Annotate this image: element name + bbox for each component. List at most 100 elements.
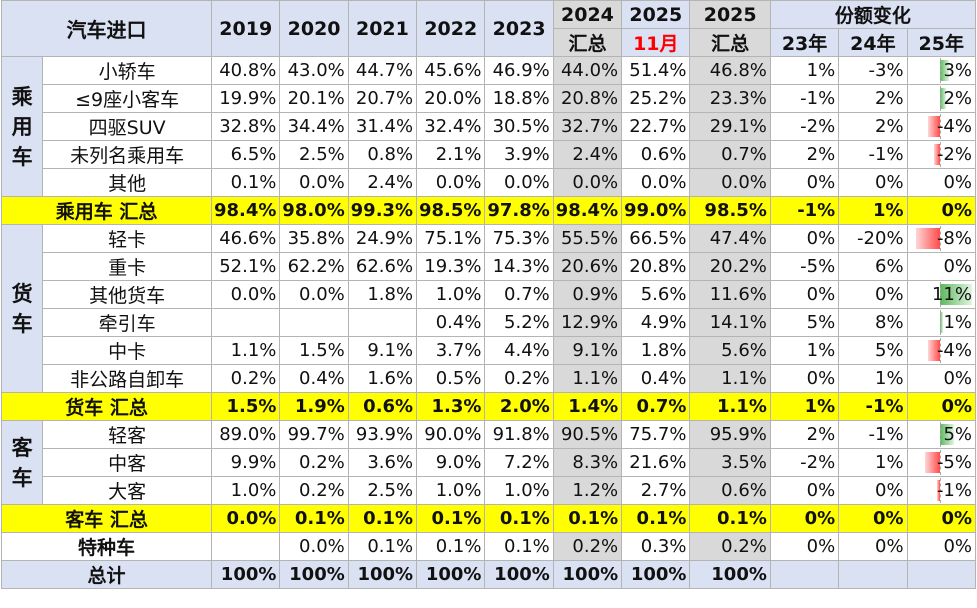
- row-label: 轻客: [42, 420, 213, 449]
- summary-1-value-3: 1.3%: [416, 392, 486, 421]
- share-change-value: 3%: [943, 60, 972, 81]
- share-bar-cell: 0%: [908, 254, 972, 279]
- summary-1-value-4: 2.0%: [484, 392, 554, 421]
- bar-axis: [939, 422, 941, 447]
- share-bar-cell: 0%: [908, 198, 972, 223]
- row-0-1-value-1: 20.1%: [279, 84, 349, 113]
- summary-2-value-7: 0.1%: [689, 504, 771, 533]
- row-1-4-change-0: 1%: [769, 336, 840, 365]
- row-1-4-value-2: 9.1%: [347, 336, 418, 365]
- row-0-3-change-0: 2%: [769, 140, 840, 169]
- row-2-1-value-7: 3.5%: [689, 448, 771, 477]
- table-row: 牵引车 0.4% 5.2% 12.9% 4.9% 14.1% 5% 8% 1%: [2, 308, 977, 337]
- share-change-value: -8%: [936, 228, 972, 249]
- row-2-2-value-1: 0.2%: [279, 476, 349, 505]
- summary-2-value-1: 0.1%: [279, 504, 349, 533]
- share-change-value: 0%: [943, 172, 972, 193]
- share-bar-cell: -1%: [908, 478, 972, 503]
- row-1-4-change-1: 5%: [838, 336, 908, 365]
- row-label: 小轿车: [42, 56, 213, 85]
- row-0-4-value-3: 0.0%: [416, 168, 486, 197]
- total-value-1: 100%: [279, 560, 349, 589]
- row-1-1-value-4: 14.3%: [484, 252, 554, 281]
- summary-1-value-7: 1.1%: [689, 392, 771, 421]
- sub-header-2025-total: 汇总: [689, 28, 771, 57]
- row-0-2-value-3: 32.4%: [416, 112, 486, 141]
- row-0-2-change-2: -4%: [906, 112, 977, 141]
- special-change-0: 0%: [769, 532, 840, 561]
- row-1-4-value-4: 4.4%: [484, 336, 554, 365]
- row-1-4-value-6: 1.8%: [621, 336, 691, 365]
- row-1-4-value-5: 9.1%: [552, 336, 623, 365]
- row-2-2-change-2: -1%: [906, 476, 977, 505]
- year-header-2020: 2020: [279, 0, 349, 57]
- share-bar-cell: -4%: [908, 114, 972, 139]
- row-1-1-value-2: 62.6%: [347, 252, 418, 281]
- share-bar-cell: -8%: [908, 226, 972, 251]
- summary-2-value-4: 0.1%: [484, 504, 554, 533]
- row-1-2-value-0: 0.0%: [211, 280, 281, 309]
- summary-0-value-4: 97.8%: [484, 196, 554, 225]
- share-change-header: 份额变化: [769, 0, 977, 29]
- year-header-2022: 2022: [416, 0, 486, 57]
- share-change-bar: [936, 480, 940, 501]
- bar-axis: [939, 478, 941, 503]
- row-1-0-change-0: 0%: [769, 224, 840, 253]
- row-1-1-value-1: 62.2%: [279, 252, 349, 281]
- share-change-bar: [933, 144, 940, 165]
- row-label: ≤9座小客车: [42, 84, 213, 113]
- row-2-2-value-5: 1.2%: [552, 476, 623, 505]
- share-change-value: 5%: [943, 424, 972, 445]
- row-2-0-change-1: -1%: [838, 420, 908, 449]
- header-row-1: 汽车进口 2019 2020 2021 2022 2023 2024 2025 …: [0, 0, 977, 57]
- row-1-3-change-1: 8%: [838, 308, 908, 337]
- row-0-1-change-2: 2%: [906, 84, 977, 113]
- summary-0-value-6: 99.0%: [621, 196, 691, 225]
- share-change-bar: [925, 452, 940, 473]
- special-value-1: 0.0%: [279, 532, 349, 561]
- row-2-2-value-2: 2.5%: [347, 476, 418, 505]
- row-1-3-value-1: [279, 308, 349, 337]
- import-share-table: 汽车进口 2019 2020 2021 2022 2023 2024 2025 …: [0, 0, 977, 589]
- row-2-0-value-3: 90.0%: [416, 420, 486, 449]
- table-row: 重卡 52.1% 62.2% 62.6% 19.3% 14.3% 20.6% 20.8% 20.…: [2, 252, 977, 281]
- row-1-2-change-1: 0%: [838, 280, 908, 309]
- row-1-0-value-3: 75.1%: [416, 224, 486, 253]
- share-bar-cell: 1%: [908, 310, 972, 335]
- row-0-0-value-6: 51.4%: [621, 56, 691, 85]
- share-bar-cell: 0%: [908, 394, 972, 419]
- summary-0-change-1: 1%: [838, 196, 908, 225]
- row-0-0-value-4: 46.9%: [484, 56, 554, 85]
- share-change-value: 0%: [943, 368, 972, 389]
- share-bar-cell: 2%: [908, 86, 972, 111]
- row-0-3-value-4: 3.9%: [484, 140, 554, 169]
- total-value-4: 100%: [484, 560, 554, 589]
- summary-row: 客车 汇总 0.0% 0.1% 0.1% 0.1% 0.1% 0.1% 0.1% 0.1% 0% 0…: [0, 504, 977, 533]
- row-2-0-value-5: 90.5%: [552, 420, 623, 449]
- bar-axis: [939, 310, 941, 335]
- table-row: 非公路自卸车 0.2% 0.4% 1.6% 0.5% 0.2% 1.1% 0.4% 1.1% 0%…: [2, 364, 977, 393]
- summary-2-change-2: 0%: [906, 504, 977, 533]
- row-1-1-value-3: 19.3%: [416, 252, 486, 281]
- row-2-1-value-4: 7.2%: [484, 448, 554, 477]
- table-row: 货车 轻卡 46.6% 35.8% 24.9% 75.1% 75.3% 55.5% 66.5% 4…: [0, 224, 977, 393]
- row-2-2-change-1: 0%: [838, 476, 908, 505]
- row-0-3-change-2: -2%: [906, 140, 977, 169]
- sub-header-2024: 汇总: [552, 28, 623, 57]
- share-change-bar: [939, 284, 972, 305]
- row-0-2-value-0: 32.8%: [211, 112, 281, 141]
- summary-0-change-2: 0%: [906, 196, 977, 225]
- row-0-1-value-3: 20.0%: [416, 84, 486, 113]
- share-bar-cell: 11%: [908, 282, 972, 307]
- row-0-2-value-4: 30.5%: [484, 112, 554, 141]
- row-0-4-change-2: 0%: [906, 168, 977, 197]
- row-0-0-value-0: 40.8%: [211, 56, 281, 85]
- special-value-2: 0.1%: [347, 532, 418, 561]
- share-change-value: 0%: [941, 396, 972, 417]
- row-2-0-value-0: 89.0%: [211, 420, 281, 449]
- row-1-5-change-1: 1%: [838, 364, 908, 393]
- bar-axis: [939, 338, 941, 363]
- row-1-1-value-6: 20.8%: [621, 252, 691, 281]
- row-1-4-value-1: 1.5%: [279, 336, 349, 365]
- row-2-0-change-2: 5%: [906, 420, 977, 449]
